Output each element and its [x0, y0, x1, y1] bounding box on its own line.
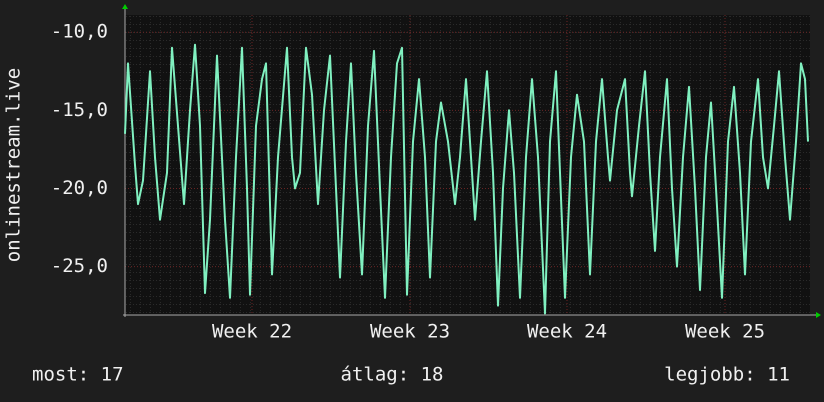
- x-tick-label: Week 24: [527, 321, 607, 343]
- x-axis-arrow: [816, 312, 821, 318]
- minor-grid: [125, 15, 810, 315]
- x-tick-label: Week 22: [212, 321, 292, 343]
- footer-best: legjobb: 11: [664, 364, 790, 386]
- y-axis-label: onlinestream.live: [3, 68, 25, 262]
- x-tick-label: Week 25: [685, 321, 765, 343]
- y-tick-label: -10,0: [51, 21, 108, 43]
- x-tick-label: Week 23: [370, 321, 450, 343]
- y-axis-arrow: [122, 4, 128, 9]
- footer-current: most: 17: [32, 364, 124, 386]
- y-tick-label: -15,0: [51, 99, 108, 121]
- y-tick-label: -25,0: [51, 255, 108, 277]
- footer-average: átlag: 18: [341, 364, 444, 386]
- y-tick-label: -20,0: [51, 177, 108, 199]
- data-line: [124, 43, 809, 315]
